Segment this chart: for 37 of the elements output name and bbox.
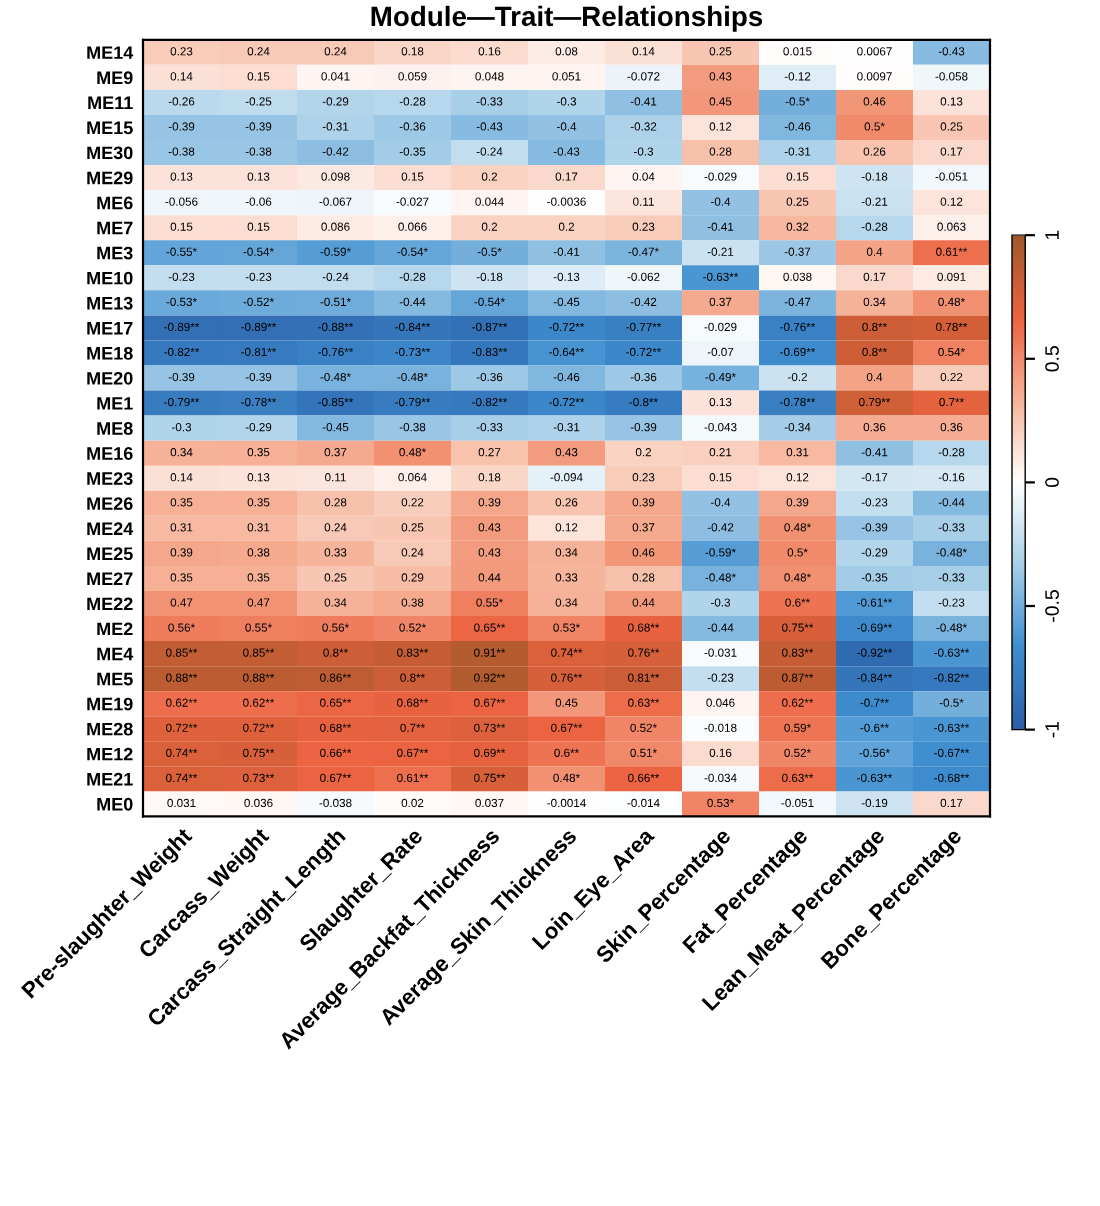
y-tick-label: ME27 — [87, 572, 133, 585]
y-tick-label: ME28 — [87, 722, 133, 736]
y-tick-label: ME14 — [87, 46, 134, 59]
y-tick-label: ME16 — [87, 447, 133, 460]
color-bar-label: 1 — [1045, 230, 1059, 240]
y-tick-label: ME10 — [87, 271, 133, 285]
y-tick-label: ME9 — [97, 71, 133, 85]
y-tick-label: ME25 — [87, 547, 133, 561]
y-tick-label: ME20 — [87, 371, 133, 385]
y-tick-label: ME8 — [97, 422, 133, 435]
y-tick-label: ME17 — [87, 322, 133, 335]
y-tick-label: ME5 — [97, 672, 133, 686]
y-tick-label: ME6 — [97, 196, 133, 210]
y-tick-label: ME4 — [97, 647, 134, 661]
color-bar-label: 0.5 — [1045, 346, 1059, 372]
y-tick-label: ME2 — [97, 622, 133, 636]
y-tick-label: ME7 — [97, 221, 133, 235]
y-tick-label: ME21 — [87, 772, 133, 786]
y-tick-label: ME0 — [97, 797, 133, 811]
y-tick-label: ME24 — [87, 522, 134, 535]
y-tick-label: ME30 — [87, 146, 133, 160]
color-bar-label: 0 — [1045, 477, 1059, 488]
y-tick-label: ME26 — [87, 497, 133, 511]
y-tick-label: ME22 — [87, 597, 133, 611]
y-tick-label: ME1 — [97, 397, 133, 410]
chart-title: Module—Trait—Relationships — [371, 5, 763, 32]
y-tick-label: ME29 — [87, 171, 133, 185]
y-tick-label: ME23 — [87, 472, 133, 485]
y-tick-label: ME15 — [87, 121, 133, 135]
y-tick-label: ME3 — [97, 246, 133, 260]
color-bar-label: -0.5 — [1045, 590, 1059, 622]
y-tick-label: ME13 — [87, 296, 133, 310]
y-tick-label: ME19 — [87, 697, 133, 711]
y-tick-label: ME18 — [87, 346, 133, 360]
color-bar-label: -1 — [1045, 721, 1059, 738]
y-tick-label: ME12 — [87, 747, 133, 761]
y-tick-label: ME11 — [88, 96, 133, 109]
